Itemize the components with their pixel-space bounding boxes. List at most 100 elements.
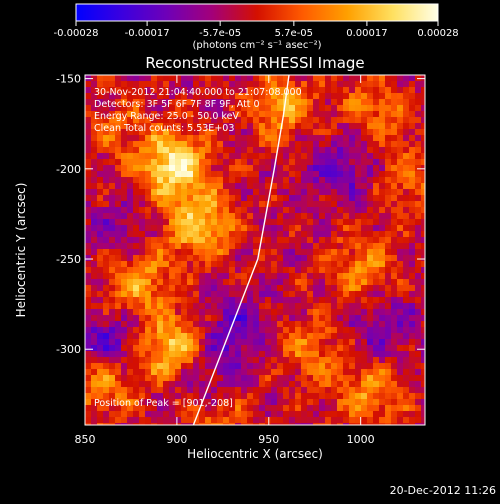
heatmap-cell xyxy=(403,267,410,274)
heatmap-cell xyxy=(301,75,308,82)
heatmap-cell xyxy=(139,183,146,190)
heatmap-cell xyxy=(337,417,344,424)
heatmap-cell xyxy=(289,207,296,214)
heatmap-cell xyxy=(367,261,374,268)
heatmap-cell xyxy=(289,147,296,154)
heatmap-cell xyxy=(97,123,104,130)
heatmap-cell xyxy=(349,219,356,226)
heatmap-cell xyxy=(127,381,134,388)
heatmap-cell xyxy=(241,141,248,148)
heatmap-cell xyxy=(103,159,110,166)
heatmap-cell xyxy=(421,183,425,190)
heatmap-cell xyxy=(331,165,338,172)
heatmap-cell xyxy=(163,87,170,94)
heatmap-cell xyxy=(265,219,272,226)
heatmap-cell xyxy=(259,81,266,88)
heatmap-cell xyxy=(151,207,158,214)
heatmap-cell xyxy=(307,237,314,244)
heatmap-cell xyxy=(349,405,356,412)
heatmap-cell xyxy=(385,399,392,406)
heatmap-cell xyxy=(259,213,266,220)
heatmap-cell xyxy=(199,141,206,148)
heatmap-cell xyxy=(211,291,218,298)
heatmap-cell xyxy=(247,363,254,370)
heatmap-cell xyxy=(307,285,314,292)
heatmap-cell xyxy=(415,261,422,268)
heatmap-cell xyxy=(421,375,425,382)
heatmap-cell xyxy=(205,423,212,425)
heatmap-cell xyxy=(253,189,260,196)
heatmap-cell xyxy=(115,81,122,88)
heatmap-cell xyxy=(157,183,164,190)
heatmap-cell xyxy=(121,417,128,424)
heatmap-cell xyxy=(397,267,404,274)
heatmap-cell xyxy=(253,255,260,262)
heatmap-cell xyxy=(187,339,194,346)
heatmap-cell xyxy=(199,237,206,244)
heatmap-cell xyxy=(139,153,146,160)
heatmap-cell xyxy=(397,129,404,136)
heatmap-cell xyxy=(169,207,176,214)
heatmap-cell xyxy=(193,411,200,418)
heatmap-cell xyxy=(145,423,152,425)
heatmap-cell xyxy=(355,315,362,322)
heatmap-cell xyxy=(367,81,374,88)
heatmap-cell xyxy=(229,201,236,208)
heatmap-cell xyxy=(181,225,188,232)
heatmap-cell xyxy=(163,159,170,166)
heatmap-cell xyxy=(343,225,350,232)
heatmap-cell xyxy=(211,279,218,286)
heatmap-cell xyxy=(343,309,350,316)
heatmap-cell xyxy=(289,189,296,196)
heatmap-cell xyxy=(337,147,344,154)
heatmap-cell xyxy=(151,237,158,244)
heatmap-cell xyxy=(193,105,200,112)
heatmap-cell xyxy=(355,117,362,124)
heatmap-cell xyxy=(223,147,230,154)
heatmap-cell xyxy=(319,297,326,304)
heatmap-cell xyxy=(133,375,140,382)
heatmap-cell xyxy=(421,321,425,328)
heatmap-cell xyxy=(163,267,170,274)
heatmap-cell xyxy=(145,141,152,148)
heatmap-cell xyxy=(259,99,266,106)
heatmap-cell xyxy=(175,219,182,226)
heatmap-cell xyxy=(115,291,122,298)
heatmap-cell xyxy=(187,333,194,340)
heatmap-cell xyxy=(139,333,146,340)
heatmap-cell xyxy=(223,243,230,250)
heatmap-cell xyxy=(295,225,302,232)
heatmap-cell xyxy=(157,369,164,376)
heatmap-cell xyxy=(85,99,92,106)
heatmap-cell xyxy=(169,237,176,244)
heatmap-cell xyxy=(331,405,338,412)
heatmap-cell xyxy=(295,345,302,352)
heatmap-cell xyxy=(295,273,302,280)
heatmap-cell xyxy=(331,87,338,94)
heatmap-cell xyxy=(343,399,350,406)
heatmap-cell xyxy=(145,327,152,334)
heatmap-cell xyxy=(157,129,164,136)
heatmap-cell xyxy=(145,417,152,424)
heatmap-cell xyxy=(295,75,302,82)
heatmap-cell xyxy=(91,249,98,256)
heatmap-cell xyxy=(235,141,242,148)
heatmap-cell xyxy=(229,393,236,400)
heatmap-cell xyxy=(193,267,200,274)
heatmap-cell xyxy=(361,327,368,334)
heatmap-cell xyxy=(313,87,320,94)
heatmap-cell xyxy=(103,171,110,178)
heatmap-cell xyxy=(145,177,152,184)
heatmap-cell xyxy=(235,147,242,154)
heatmap-cell xyxy=(115,315,122,322)
heatmap-cell xyxy=(355,123,362,130)
heatmap-cell xyxy=(271,219,278,226)
heatmap-cell xyxy=(301,123,308,130)
heatmap-cell xyxy=(133,267,140,274)
heatmap-cell xyxy=(295,105,302,112)
heatmap-cell xyxy=(361,117,368,124)
heatmap-cell xyxy=(301,195,308,202)
heatmap-cell xyxy=(277,207,284,214)
heatmap-cell xyxy=(133,333,140,340)
heatmap-cell xyxy=(313,219,320,226)
